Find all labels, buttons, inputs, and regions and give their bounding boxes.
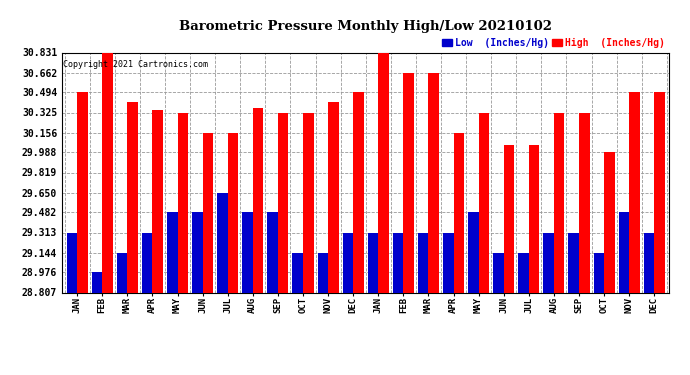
Bar [529, 145, 540, 292]
Bar [128, 102, 138, 292]
Bar [217, 192, 228, 292]
Bar [102, 53, 112, 292]
Bar [593, 252, 604, 292]
Bar [368, 232, 378, 292]
Bar [228, 132, 238, 292]
Bar [192, 213, 203, 292]
Bar [493, 252, 504, 292]
Bar [303, 112, 313, 292]
Bar [579, 112, 589, 292]
Bar [543, 232, 554, 292]
Bar [167, 213, 177, 292]
Bar [343, 232, 353, 292]
Legend: Low  (Inches/Hg), High  (Inches/Hg): Low (Inches/Hg), High (Inches/Hg) [442, 38, 664, 48]
Bar [393, 232, 404, 292]
Bar [418, 232, 428, 292]
Bar [654, 93, 664, 292]
Bar [203, 132, 213, 292]
Bar [443, 232, 453, 292]
Bar [253, 108, 264, 292]
Bar [67, 232, 77, 292]
Text: Copyright 2021 Cartronics.com: Copyright 2021 Cartronics.com [63, 60, 208, 69]
Bar [468, 213, 479, 292]
Bar [554, 112, 564, 292]
Bar [142, 232, 152, 292]
Bar [293, 252, 303, 292]
Bar [92, 273, 102, 292]
Bar [569, 232, 579, 292]
Bar [378, 53, 388, 292]
Bar [278, 112, 288, 292]
Bar [242, 213, 253, 292]
Bar [177, 112, 188, 292]
Bar [504, 145, 514, 292]
Bar [317, 252, 328, 292]
Bar [404, 72, 414, 292]
Bar [267, 213, 278, 292]
Text: Barometric Pressure Monthly High/Low 20210102: Barometric Pressure Monthly High/Low 202… [179, 20, 552, 33]
Bar [629, 93, 640, 292]
Bar [604, 153, 615, 292]
Bar [518, 252, 529, 292]
Bar [644, 232, 654, 292]
Bar [353, 93, 364, 292]
Bar [453, 132, 464, 292]
Bar [619, 213, 629, 292]
Bar [77, 93, 88, 292]
Bar [117, 252, 128, 292]
Bar [479, 112, 489, 292]
Bar [328, 102, 339, 292]
Bar [428, 72, 439, 292]
Bar [152, 110, 163, 292]
